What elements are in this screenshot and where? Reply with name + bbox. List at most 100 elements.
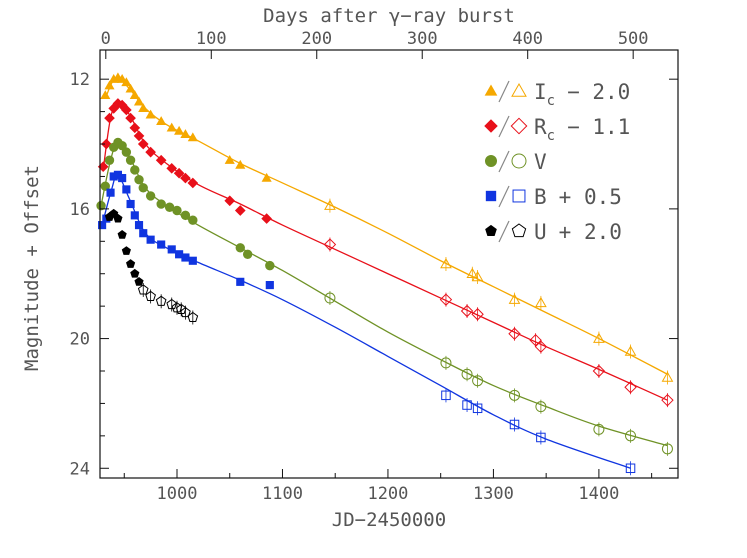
data-point-r [155,154,167,166]
data-point-i [440,257,452,269]
x-tick-label: 1000 [157,484,198,504]
data-point-r [471,308,484,321]
data-point-v [661,443,673,455]
data-point-b [236,277,245,286]
legend-band: U [534,220,547,244]
data-point-r [104,112,115,124]
data-point-b [265,281,274,290]
data-point-r [439,293,453,306]
data-point-r [261,213,272,224]
data-point-v [117,140,127,151]
legend-marker-open-b [512,189,526,203]
top-tick-label: 200 [301,29,332,49]
data-point-b [122,185,131,194]
data-point-v [324,292,336,304]
data-point-u [126,259,136,268]
data-point-v [156,199,166,209]
data-point-v [593,423,605,435]
top-axis-title: Days after γ−ray burst [263,5,515,27]
data-point-r [508,327,521,340]
data-point-r [137,138,149,150]
data-point-v [130,165,140,175]
axes [99,49,679,479]
data-point-b [625,463,636,474]
legend-label-i: Ic − 2.0 [534,80,630,109]
data-point-r [534,340,548,353]
x-tick-label: 1300 [473,484,514,504]
y-tick-label: 12 [70,70,90,90]
legend-band: I [534,80,547,104]
data-point-b [126,199,135,209]
ticks: 1000 1100 1200 1300 1400 12 16 20 24 0 100 200 300 40… [70,29,678,504]
data-point-r [661,393,674,407]
data-point-i [235,159,246,169]
data-point-v [138,183,148,193]
legend-label-u: U + 2.0 [534,220,622,244]
data-point-r [133,130,145,142]
data-point-r [101,138,112,150]
data-point-u [166,298,178,310]
legend-band: V [534,150,547,174]
data-point-b [167,245,176,254]
legend-separator [498,185,510,208]
data-point-v [535,401,547,413]
data-point-v [134,174,144,185]
legend-marker-open-r [510,117,528,135]
legend: Ic − 2.0 Rc − 1.1 VB + 0.5 U + 2.0 [484,80,630,244]
legend-offset: + 2.0 [559,220,622,244]
y-tick-label: 24 [70,459,90,479]
data-point-v [96,200,106,211]
legend-marker-open-v [511,153,527,169]
data-point-b [472,403,483,414]
top-tick-label: 300 [407,29,438,49]
data-point-i [166,122,177,132]
legend-subscript: c [547,93,555,109]
data-point-b [509,419,520,430]
data-point-r [224,195,236,207]
data-point-b [130,211,139,220]
data-point-v [172,205,182,216]
data-point-b [441,390,451,401]
data-point-i [466,267,479,278]
data-point-i [174,125,185,135]
data-point-i [224,155,235,164]
data-point-v [472,375,484,387]
data-point-i [324,199,336,210]
y-tick-label: 16 [70,200,90,220]
data-point-i [117,73,128,83]
legend-offset: − 2.0 [567,80,630,104]
x-tick-label: 1400 [578,484,619,504]
data-point-i [156,116,167,125]
data-point-v [145,191,156,201]
data-point-v [180,210,191,221]
data-point-b [181,253,190,262]
legend-label-r: Rc − 1.1 [534,115,630,144]
legend-band: R [534,115,547,139]
legend-marker-filled-v [485,155,497,167]
data-point-u [121,246,131,255]
data-point-i [624,345,637,356]
data-point-u [187,311,199,323]
legend-separator [498,115,510,138]
legend-marker-open-i [511,82,527,97]
fit-curve-b [101,174,631,469]
data-point-i [100,90,111,100]
legend-label-v: V [534,150,547,174]
data-point-r [529,333,542,347]
data-point-b [134,221,144,230]
data-point-v [188,215,198,225]
data-point-i [121,77,132,87]
data-point-i [508,293,521,304]
data-point-v [265,260,275,271]
legend-separator [498,150,510,173]
data-point-b [146,235,155,244]
top-tick-label: 100 [196,29,227,49]
data-point-r [166,163,178,174]
data-point-v [235,243,245,253]
top-tick-label: 500 [618,29,649,49]
data-point-v [100,181,110,191]
data-point-u [145,290,156,301]
data-point-r [173,167,185,179]
data-point-u [134,277,144,286]
